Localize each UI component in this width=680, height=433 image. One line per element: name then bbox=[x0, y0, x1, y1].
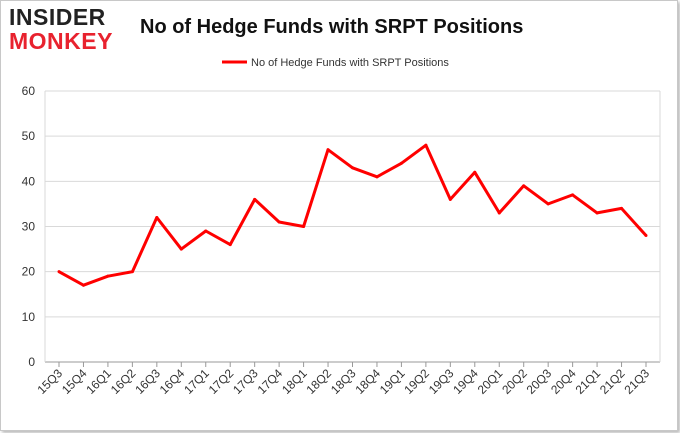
data-point bbox=[620, 206, 624, 210]
x-tick-label: 17Q3 bbox=[230, 366, 261, 397]
y-tick-label: 50 bbox=[22, 129, 36, 143]
x-tick-label: 19Q3 bbox=[426, 366, 457, 397]
data-point bbox=[595, 211, 599, 215]
y-tick-label: 20 bbox=[22, 265, 36, 279]
x-tick-label: 21Q3 bbox=[621, 366, 652, 397]
x-tick-label: 20Q2 bbox=[499, 366, 530, 397]
data-point bbox=[204, 229, 208, 233]
logo-line-1: INSIDER bbox=[9, 4, 106, 30]
x-tick-label: 18Q4 bbox=[352, 366, 383, 397]
data-point bbox=[399, 161, 403, 165]
x-tick-label: 17Q1 bbox=[181, 366, 212, 397]
data-point bbox=[81, 283, 85, 287]
series-line-0 bbox=[58, 143, 648, 287]
x-tick-label: 15Q4 bbox=[59, 366, 90, 397]
x-tick-label: 18Q2 bbox=[304, 366, 335, 397]
data-point bbox=[277, 220, 281, 224]
x-tick-label: 16Q4 bbox=[157, 366, 188, 397]
x-tick-label: 18Q3 bbox=[328, 366, 359, 397]
data-point bbox=[375, 175, 379, 179]
x-tick-label: 17Q4 bbox=[255, 366, 286, 397]
x-tick-label: 19Q4 bbox=[450, 366, 481, 397]
data-point bbox=[106, 274, 110, 278]
data-point bbox=[497, 211, 501, 215]
chart-title: No of Hedge Funds with SRPT Positions bbox=[140, 16, 524, 38]
y-tick-label: 0 bbox=[28, 355, 35, 369]
data-point bbox=[179, 247, 183, 251]
x-tick-label: 20Q1 bbox=[475, 366, 506, 397]
data-point bbox=[302, 225, 306, 228]
data-point bbox=[473, 170, 477, 174]
x-tick-label: 19Q1 bbox=[377, 366, 408, 397]
x-tick-label: 15Q3 bbox=[34, 366, 65, 397]
data-point bbox=[571, 193, 575, 197]
x-tick-label: 20Q3 bbox=[524, 366, 555, 397]
x-tick-label: 18Q1 bbox=[279, 366, 310, 397]
data-point bbox=[546, 202, 550, 206]
x-tick-label: 20Q4 bbox=[548, 366, 579, 397]
data-point bbox=[228, 243, 232, 247]
data-point bbox=[253, 197, 257, 201]
data-point bbox=[326, 148, 330, 152]
y-tick-label: 40 bbox=[22, 174, 36, 188]
x-tick-label: 16Q1 bbox=[83, 366, 114, 397]
data-point bbox=[130, 270, 134, 274]
y-tick-label: 60 bbox=[22, 84, 36, 98]
x-tick-label: 16Q3 bbox=[132, 366, 163, 397]
data-point bbox=[424, 143, 428, 147]
x-tick-label: 17Q2 bbox=[206, 366, 237, 397]
x-tick-label: 19Q2 bbox=[401, 366, 432, 397]
logo-line-2: MONKEY bbox=[9, 28, 113, 54]
y-tick-label: 30 bbox=[22, 220, 36, 234]
data-point bbox=[155, 215, 159, 219]
y-tick-label: 10 bbox=[22, 310, 36, 324]
data-point bbox=[57, 270, 61, 274]
data-point bbox=[351, 166, 354, 170]
x-tick-label: 21Q2 bbox=[597, 366, 628, 397]
data-point bbox=[448, 197, 452, 201]
x-tick-label: 21Q1 bbox=[573, 366, 604, 397]
data-point bbox=[522, 184, 526, 188]
legend-label: No of Hedge Funds with SRPT Positions bbox=[251, 57, 449, 69]
data-point bbox=[644, 234, 648, 238]
insider-monkey-logo: INSIDER MONKEY bbox=[9, 6, 127, 56]
x-tick-label: 16Q2 bbox=[108, 366, 139, 397]
